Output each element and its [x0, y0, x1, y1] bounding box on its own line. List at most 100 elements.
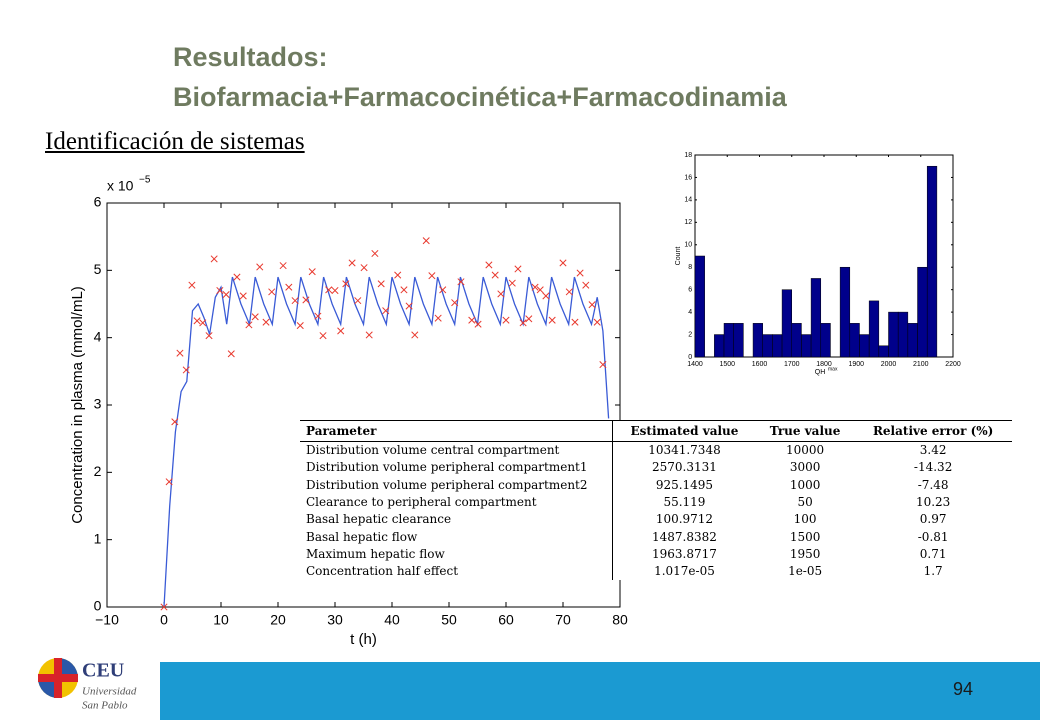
table-cell: 10.23 — [915, 495, 951, 510]
table-cell: 1e-05 — [788, 564, 823, 579]
table-cell: -0.81 — [917, 529, 949, 544]
x-tick-label: 2000 — [881, 361, 897, 368]
table-header-row: Parameter Estimated value True value Relati… — [300, 420, 1012, 442]
data-point — [457, 278, 465, 286]
data-point — [193, 317, 201, 325]
data-point — [428, 272, 436, 280]
data-point — [405, 302, 413, 310]
data-point — [394, 271, 402, 279]
table-cell: Distribution volume peripheral compartme… — [300, 476, 613, 494]
histogram-bar — [752, 323, 763, 358]
table-cell: Clearance to peripheral compartment — [300, 493, 613, 512]
data-point — [508, 279, 516, 287]
slide-title: Biofarmacia+Farmacocinética+Farmacodinam… — [173, 82, 787, 112]
data-point — [548, 316, 556, 324]
table-row: Basal hepatic flow 1487.8382 1500 -0.81 — [300, 528, 1012, 546]
data-point — [491, 271, 499, 279]
histogram-bar — [888, 311, 899, 358]
data-point — [593, 318, 601, 326]
y-tick-label: 6 — [94, 194, 102, 210]
data-point — [296, 321, 304, 330]
y-tick-label: 16 — [684, 174, 692, 181]
data-point — [588, 301, 596, 309]
data-point — [188, 281, 196, 289]
table-row: Maximum hepatic flow 1963.8717 1950 0.71 — [300, 545, 1012, 564]
data-point — [434, 314, 442, 322]
x-axis-label: QH — [815, 369, 826, 376]
data-point — [468, 316, 476, 324]
table-row: Basal hepatic clearance 100.9712 100 0.97 — [300, 511, 1012, 529]
histogram-bar — [917, 266, 928, 358]
data-point — [536, 286, 544, 294]
table-cell: 3.42 — [919, 443, 947, 458]
data-point — [199, 319, 207, 327]
data-point — [565, 288, 573, 296]
y-tick-label: 14 — [684, 197, 692, 204]
data-point — [559, 259, 567, 267]
table-cell: 2570.3131 — [652, 460, 717, 475]
data-point — [474, 320, 482, 328]
table-row: Distribution volume central compartment 1… — [300, 441, 1012, 460]
y-tick-label: 4 — [688, 309, 692, 316]
table-cell: 100 — [793, 512, 817, 527]
logo-mark — [38, 658, 78, 698]
data-point — [239, 292, 247, 300]
y-tick-label: 0 — [688, 354, 692, 361]
data-point — [371, 249, 379, 258]
table-cell: 0.71 — [919, 546, 947, 561]
y-axis-label: Count — [675, 247, 682, 266]
table-cell: 1950 — [789, 546, 821, 561]
data-point — [165, 478, 173, 486]
header-cell: Relative error (%) — [854, 420, 1012, 442]
y-tick-label: 2 — [688, 331, 692, 338]
histogram-bar — [849, 323, 860, 358]
y-axis-label: Concentration in plasma (mmol/mL) — [69, 286, 86, 524]
x-tick-label: 1600 — [752, 361, 768, 368]
table-cell: Maximum hepatic flow — [300, 545, 613, 564]
data-point — [210, 255, 218, 263]
data-point — [542, 292, 550, 300]
table-cell: Basal hepatic flow — [300, 528, 613, 546]
data-point — [502, 316, 510, 324]
data-point — [302, 296, 310, 304]
histogram-bar — [772, 334, 783, 358]
data-point — [451, 299, 459, 307]
data-point — [233, 273, 241, 281]
data-point — [411, 331, 419, 339]
data-point — [325, 286, 333, 294]
histogram-bar — [762, 334, 773, 358]
data-point — [400, 286, 408, 294]
x-tick-label: −10 — [95, 612, 119, 628]
data-point — [377, 280, 385, 288]
histogram-bar — [878, 345, 889, 358]
histogram-bar — [926, 165, 938, 358]
y-tick-label: 8 — [688, 264, 692, 271]
data-point — [285, 283, 293, 291]
data-point — [222, 291, 230, 299]
histogram-bar — [781, 289, 793, 358]
histogram-bar — [791, 323, 802, 358]
data-point — [291, 297, 299, 305]
data-point — [422, 237, 430, 245]
data-point — [256, 263, 264, 271]
data-point — [279, 262, 287, 270]
table-row: Clearance to peripheral compartment 55.11… — [300, 493, 1012, 512]
data-point — [439, 286, 447, 294]
data-point — [365, 331, 373, 339]
histogram-bar — [694, 255, 705, 358]
table-cell: 1.7 — [923, 564, 943, 579]
table-cell: Distribution volume central compartment — [300, 441, 613, 460]
table-cell: 925.1495 — [655, 477, 714, 492]
x-tick-label: 1900 — [848, 361, 864, 368]
multiplier: x 10 — [107, 178, 134, 194]
table-cell: Basal hepatic clearance — [300, 511, 613, 529]
x-tick-label: 80 — [612, 612, 628, 628]
x-axis-label-sup: max — [828, 366, 838, 372]
table-cell: 50 — [797, 495, 813, 510]
y-tick-label: 3 — [94, 396, 102, 412]
x-tick-label: 1700 — [784, 361, 800, 368]
header-cell: Estimated value — [612, 420, 756, 442]
data-point — [205, 332, 213, 340]
y-tick-label: 18 — [684, 152, 692, 159]
